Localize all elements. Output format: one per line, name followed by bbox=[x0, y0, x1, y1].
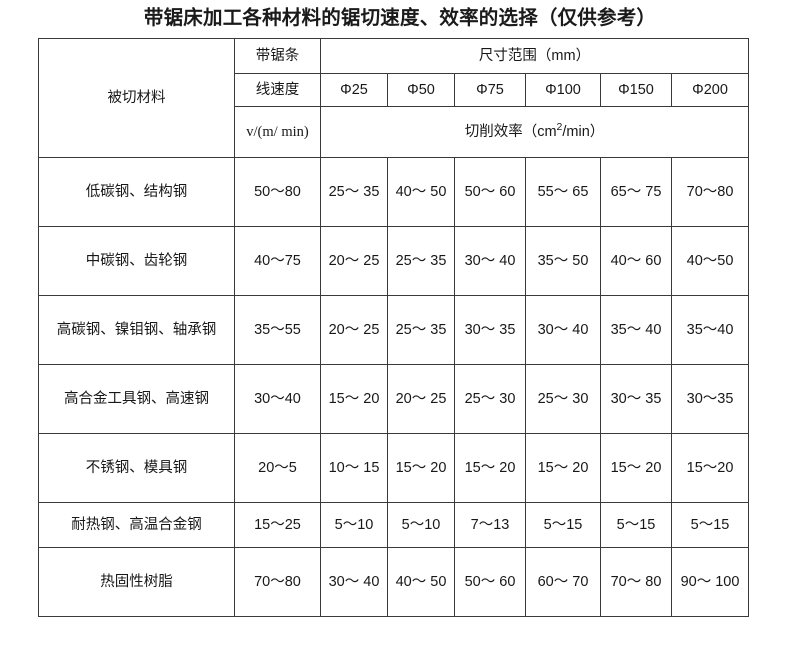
row-value-d50: 40～ 50 bbox=[387, 547, 455, 617]
row-value-d50: 20～ 25 bbox=[387, 364, 455, 434]
row-band-speed: 15～25 bbox=[234, 502, 321, 548]
row-value-d200: 35～40 bbox=[670, 295, 750, 365]
header-row-3: v/(m/ min) 切削效率（cm2/min） bbox=[39, 106, 750, 158]
header-material: 被切材料 bbox=[38, 38, 235, 158]
row-value-d75: 30～ 40 bbox=[454, 226, 526, 296]
header-band-speed-line2: 线速度 bbox=[234, 73, 321, 107]
header-diameter-25: Φ25 bbox=[320, 73, 388, 107]
row-value-d25: 20～ 25 bbox=[320, 295, 388, 365]
row-value-d200: 15～20 bbox=[670, 433, 750, 503]
table-row: 低碳钢、结构钢 50～80 25～ 35 40～ 50 50～ 60 55～ 6… bbox=[38, 157, 750, 227]
row-value-d25: 5～10 bbox=[320, 502, 388, 548]
row-value-d50: 15～ 20 bbox=[387, 433, 455, 503]
row-material: 不锈钢、模具钢 bbox=[38, 433, 235, 503]
row-material: 低碳钢、结构钢 bbox=[38, 157, 235, 227]
header-diameter-100: Φ100 bbox=[525, 73, 601, 107]
row-material: 高碳钢、镍钼钢、轴承钢 bbox=[38, 295, 235, 365]
row-band-speed: 20～5 bbox=[234, 433, 321, 503]
row-value-d150: 5～15 bbox=[600, 502, 672, 548]
spec-table-container: 被切材料 带锯条 尺寸范围（mm） 线速度 Φ25 Φ50 Φ75 Φ100 Φ… bbox=[38, 38, 750, 617]
header-diameter-200: Φ200 bbox=[670, 73, 750, 107]
row-value-d100: 35～ 50 bbox=[525, 226, 601, 296]
row-value-d75: 7～13 bbox=[454, 502, 526, 548]
row-value-d200: 90～ 100 bbox=[670, 547, 750, 617]
row-material: 耐热钢、高温合金钢 bbox=[38, 502, 235, 548]
row-value-d25: 30～ 40 bbox=[320, 547, 388, 617]
row-value-d100: 15～ 20 bbox=[525, 433, 601, 503]
row-value-d100: 55～ 65 bbox=[525, 157, 601, 227]
header-diameter-150: Φ150 bbox=[600, 73, 672, 107]
row-band-speed: 40～75 bbox=[234, 226, 321, 296]
header-row-2: 线速度 Φ25 Φ50 Φ75 Φ100 Φ150 Φ200 bbox=[39, 73, 750, 107]
header-size-range: 尺寸范围（mm） bbox=[319, 38, 750, 74]
page-title: 带锯床加工各种材料的锯切速度、效率的选择（仅供参考） bbox=[143, 8, 657, 29]
row-band-speed: 50～80 bbox=[234, 157, 321, 227]
row-value-d75: 30～ 35 bbox=[454, 295, 526, 365]
row-value-d100: 25～ 30 bbox=[525, 364, 601, 434]
row-value-d25: 25～ 35 bbox=[320, 157, 388, 227]
table-row: 高碳钢、镍钼钢、轴承钢 35～55 20～ 25 25～ 35 30～ 35 3… bbox=[38, 295, 750, 365]
row-value-d75: 50～ 60 bbox=[454, 547, 526, 617]
row-value-d25: 10～ 15 bbox=[320, 433, 388, 503]
efficiency-superscript: 2 bbox=[556, 121, 563, 134]
row-value-d75: 50～ 60 bbox=[454, 157, 526, 227]
table-header: 被切材料 带锯条 尺寸范围（mm） 线速度 Φ25 Φ50 Φ75 Φ100 Φ… bbox=[38, 38, 750, 158]
header-cutting-efficiency: 切削效率（cm2/min） bbox=[319, 106, 750, 158]
row-value-d200: 70～80 bbox=[670, 157, 750, 227]
row-value-d200: 40～50 bbox=[670, 226, 750, 296]
table-row: 高合金工具钢、高速钢 30～40 15～ 20 20～ 25 25～ 30 25… bbox=[38, 364, 750, 434]
row-value-d50: 25～ 35 bbox=[387, 295, 455, 365]
row-value-d150: 65～ 75 bbox=[600, 157, 672, 227]
row-band-speed: 35～55 bbox=[234, 295, 321, 365]
row-material: 高合金工具钢、高速钢 bbox=[38, 364, 235, 434]
row-material: 中碳钢、齿轮钢 bbox=[38, 226, 235, 296]
row-value-d150: 70～ 80 bbox=[600, 547, 672, 617]
row-value-d50: 40～ 50 bbox=[387, 157, 455, 227]
row-value-d150: 40～ 60 bbox=[600, 226, 672, 296]
efficiency-label-prefix: 切削效率（cm bbox=[464, 124, 557, 140]
row-value-d150: 15～ 20 bbox=[600, 433, 672, 503]
row-value-d100: 30～ 40 bbox=[525, 295, 601, 365]
row-band-speed: 70～80 bbox=[234, 547, 321, 617]
row-value-d150: 35～ 40 bbox=[600, 295, 672, 365]
row-value-d100: 60～ 70 bbox=[525, 547, 601, 617]
header-diameter-75: Φ75 bbox=[454, 73, 526, 107]
row-material: 热固性树脂 bbox=[38, 547, 235, 617]
row-value-d25: 20～ 25 bbox=[320, 226, 388, 296]
row-value-d50: 25～ 35 bbox=[387, 226, 455, 296]
row-band-speed: 30～40 bbox=[234, 364, 321, 434]
efficiency-label-suffix: /min） bbox=[562, 124, 605, 140]
header-band-speed-line1: 带锯条 bbox=[234, 38, 321, 74]
header-speed-unit: v/(m/ min) bbox=[234, 106, 321, 158]
header-diameter-50: Φ50 bbox=[387, 73, 455, 107]
row-value-d150: 30～ 35 bbox=[600, 364, 672, 434]
table-body: 低碳钢、结构钢 50～80 25～ 35 40～ 50 50～ 60 55～ 6… bbox=[38, 157, 750, 617]
table-row: 中碳钢、齿轮钢 40～75 20～ 25 25～ 35 30～ 40 35～ 5… bbox=[38, 226, 750, 296]
table-row: 不锈钢、模具钢 20～5 10～ 15 15～ 20 15～ 20 15～ 20… bbox=[38, 433, 750, 503]
row-value-d75: 25～ 30 bbox=[454, 364, 526, 434]
row-value-d100: 5～15 bbox=[525, 502, 601, 548]
table-row: 耐热钢、高温合金钢 15～25 5～10 5～10 7～13 5～15 5～15… bbox=[38, 502, 750, 548]
table-row: 热固性树脂 70～80 30～ 40 40～ 50 50～ 60 60～ 70 … bbox=[38, 547, 750, 617]
header-row-1: 被切材料 带锯条 尺寸范围（mm） bbox=[38, 38, 750, 158]
row-value-d200: 30～35 bbox=[670, 364, 750, 434]
row-value-d25: 15～ 20 bbox=[320, 364, 388, 434]
row-value-d75: 15～ 20 bbox=[454, 433, 526, 503]
row-value-d50: 5～10 bbox=[387, 502, 455, 548]
row-value-d200: 5～15 bbox=[670, 502, 750, 548]
saw-speed-efficiency-table: 被切材料 带锯条 尺寸范围（mm） 线速度 Φ25 Φ50 Φ75 Φ100 Φ… bbox=[38, 38, 750, 617]
